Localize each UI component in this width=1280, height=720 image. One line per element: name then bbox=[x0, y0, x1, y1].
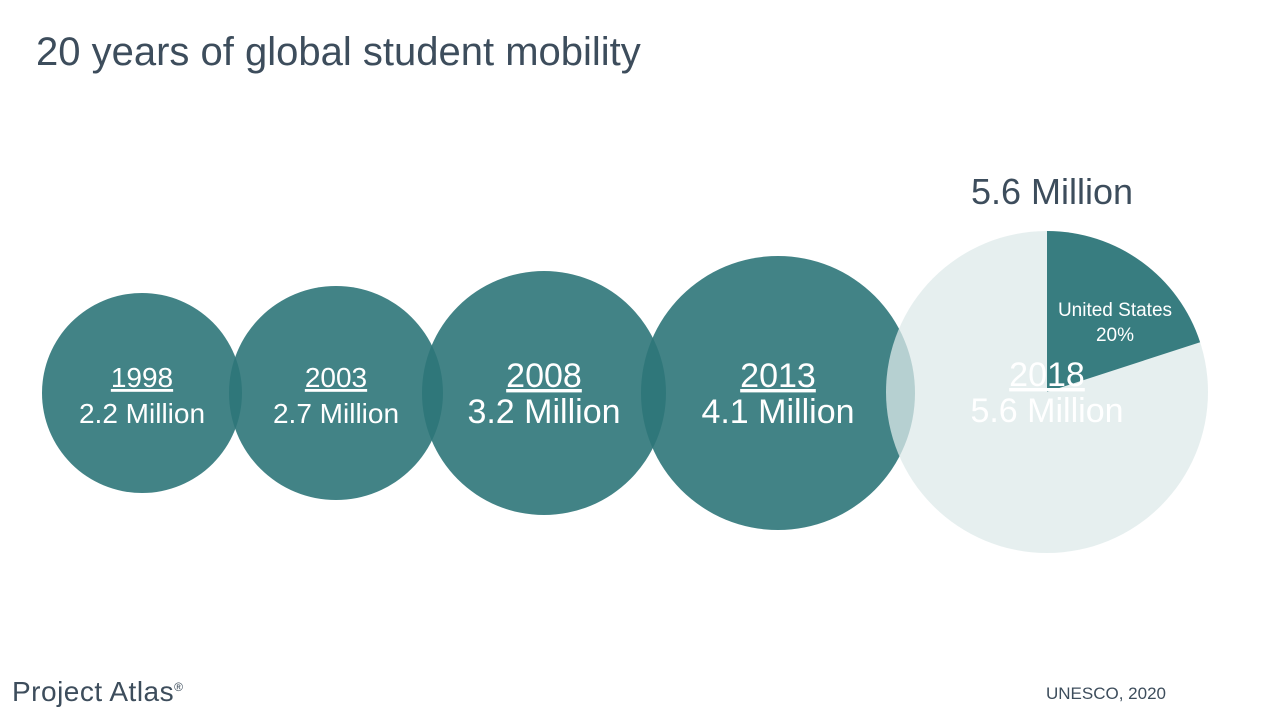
year-label-2003: 2003 bbox=[305, 362, 367, 393]
source-note: UNESCO, 2020 bbox=[1046, 684, 1166, 703]
value-label-2008: 3.2 Million bbox=[467, 393, 620, 431]
pie-label-name: United States bbox=[1058, 300, 1172, 321]
value-label-1998: 2.2 Million bbox=[79, 398, 205, 429]
total-label-2018: 5.6 Million bbox=[971, 171, 1133, 212]
pie-label-share: 20% bbox=[1096, 325, 1134, 346]
bubble-2003 bbox=[229, 286, 443, 500]
year-label-2013: 2013 bbox=[740, 357, 816, 395]
pie-slice-united-states bbox=[1047, 231, 1201, 392]
page-title: 20 years of global student mobility bbox=[36, 30, 641, 74]
value-label-2018: 5.6 Million bbox=[970, 392, 1123, 430]
value-label-2013: 4.1 Million bbox=[701, 393, 854, 431]
year-label-2018: 2018 bbox=[1009, 356, 1085, 394]
year-label-1998: 1998 bbox=[111, 362, 173, 393]
bubble-2008 bbox=[422, 271, 666, 515]
year-label-2008: 2008 bbox=[506, 357, 582, 395]
registered-mark: ® bbox=[174, 680, 184, 694]
bubble-2013 bbox=[641, 256, 915, 530]
project-atlas-logo: Project Atlas® bbox=[12, 676, 183, 708]
logo-text: Project Atlas bbox=[12, 676, 175, 707]
bubble-1998 bbox=[42, 293, 242, 493]
value-label-2003: 2.7 Million bbox=[273, 398, 399, 429]
